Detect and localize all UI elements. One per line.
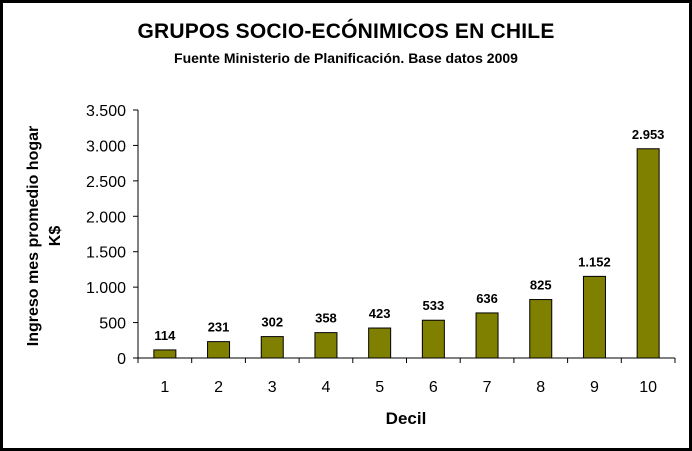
bar: [529, 299, 553, 359]
x-tick-label: 1: [160, 379, 169, 396]
bar-value-label: 302: [261, 315, 283, 330]
y-tick-label: 2.000: [86, 209, 126, 226]
y-axis-title-line1: Ingreso mes promedio hogar: [25, 126, 42, 346]
bar-value-label: 358: [315, 311, 337, 326]
bar: [260, 336, 284, 359]
bar-value-label: 423: [369, 306, 391, 321]
chart-title: GRUPOS SOCIO-ECÓNIMICOS EN CHILE: [137, 20, 555, 43]
x-tick-label: 7: [483, 379, 492, 396]
y-tick-label: 1.000: [86, 280, 126, 297]
bar-value-label: 533: [422, 298, 444, 313]
chart-subtitle: Fuente Ministerio de Planificación. Base…: [174, 50, 518, 66]
bar: [153, 349, 177, 359]
y-tick-label: 1.500: [86, 245, 126, 262]
x-axis-title: Decil: [386, 409, 427, 428]
bar-value-label: 636: [476, 291, 498, 306]
bar-value-label: 2.953: [632, 127, 665, 142]
x-tick-label: 9: [590, 379, 599, 396]
bar: [475, 312, 499, 359]
x-tick-label: 8: [536, 379, 545, 396]
y-tick-label: 500: [99, 316, 126, 333]
y-axis-title: Ingreso mes promedio hogar K$: [25, 126, 64, 346]
bar: [368, 327, 392, 359]
x-tick-label: 6: [429, 379, 438, 396]
y-tick-label: 2.500: [86, 174, 126, 191]
x-tick-label: 5: [375, 379, 384, 396]
bar-value-label: 231: [208, 320, 230, 335]
y-tick-label: 3.000: [86, 138, 126, 155]
bar-value-label: 114: [154, 328, 176, 343]
bar: [314, 332, 338, 359]
y-ticks: 0 500 1.000 1.500 2.000 2.500 3.000 3.500: [86, 103, 138, 368]
y-tick-label: 3.500: [86, 103, 126, 120]
bar: [421, 319, 445, 359]
bar-value-label: 825: [530, 278, 552, 293]
x-tick-label: 2: [214, 379, 223, 396]
x-tick-label: 10: [639, 379, 657, 396]
bar-value-label: 1.152: [578, 254, 611, 269]
y-axis-title-line2: K$: [47, 226, 64, 247]
bar: [207, 341, 231, 359]
y-tick-label: 0: [117, 351, 126, 368]
bar: [636, 148, 660, 359]
chart-frame: [3, 3, 689, 448]
x-tick-label: 4: [321, 379, 330, 396]
x-ticks: 1 2 3 4 5 6 7 8 9 10: [137, 358, 676, 396]
bars: 114 231 302 358 423 533 636 825 1.152 2.953: [153, 127, 665, 359]
bar: [582, 275, 606, 359]
x-tick-label: 3: [268, 379, 277, 396]
